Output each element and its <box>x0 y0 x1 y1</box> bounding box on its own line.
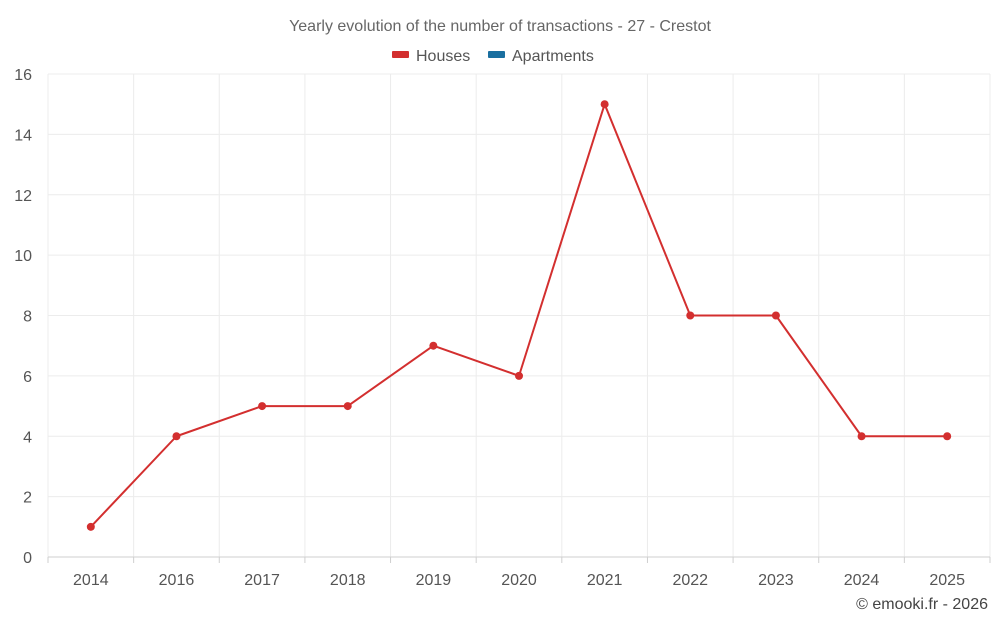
x-tick-label: 2018 <box>330 572 366 589</box>
x-axis-ticks: 2014 2016 2017 2018 2019 2020 2021 2022 2023 2024… <box>47 557 991 589</box>
y-axis-ticks: 0 2 4 6 8 10 12 14 16 <box>14 67 32 567</box>
legend-label-houses: Houses <box>416 48 470 65</box>
data-point[interactable] <box>857 432 866 441</box>
legend: Houses Apartments <box>392 48 594 65</box>
data-point[interactable] <box>686 311 695 320</box>
x-tick-label: 2022 <box>672 572 708 589</box>
data-point[interactable] <box>258 402 267 411</box>
y-tick-label: 16 <box>14 67 32 84</box>
x-tick-label: 2016 <box>159 572 195 589</box>
data-point[interactable] <box>343 402 352 411</box>
data-point[interactable] <box>515 371 523 380</box>
data-point[interactable] <box>429 341 438 350</box>
y-tick-label: 12 <box>14 188 32 205</box>
x-tick-label: 2020 <box>501 572 537 589</box>
legend-item-apartments[interactable]: Apartments <box>488 48 594 65</box>
series-houses <box>86 100 952 531</box>
x-tick-label: 2017 <box>244 572 280 589</box>
y-tick-label: 0 <box>23 550 32 567</box>
data-point[interactable] <box>172 432 181 441</box>
credit-text: © emooki.fr - 2026 <box>856 596 988 613</box>
legend-swatch-apartments <box>488 51 505 58</box>
chart-title: Yearly evolution of the number of transa… <box>289 18 711 35</box>
gridlines <box>47 73 991 557</box>
x-tick-label: 2021 <box>587 572 623 589</box>
data-point[interactable] <box>86 522 95 531</box>
x-tick-label: 2019 <box>416 572 452 589</box>
data-point[interactable] <box>771 311 780 320</box>
x-tick-label: 2025 <box>929 572 965 589</box>
legend-label-apartments: Apartments <box>512 48 594 65</box>
data-point[interactable] <box>943 432 952 441</box>
legend-swatch-houses <box>392 51 409 58</box>
x-tick-label: 2014 <box>73 572 109 589</box>
legend-item-houses[interactable]: Houses <box>392 48 470 65</box>
y-tick-label: 8 <box>23 309 32 326</box>
data-point[interactable] <box>600 100 609 109</box>
y-tick-label: 4 <box>23 429 32 446</box>
x-tick-label: 2023 <box>758 572 794 589</box>
y-tick-label: 14 <box>14 127 32 144</box>
y-tick-label: 6 <box>23 369 32 386</box>
y-tick-label: 10 <box>14 248 32 265</box>
y-tick-label: 2 <box>23 490 32 507</box>
x-tick-label: 2024 <box>844 572 880 589</box>
